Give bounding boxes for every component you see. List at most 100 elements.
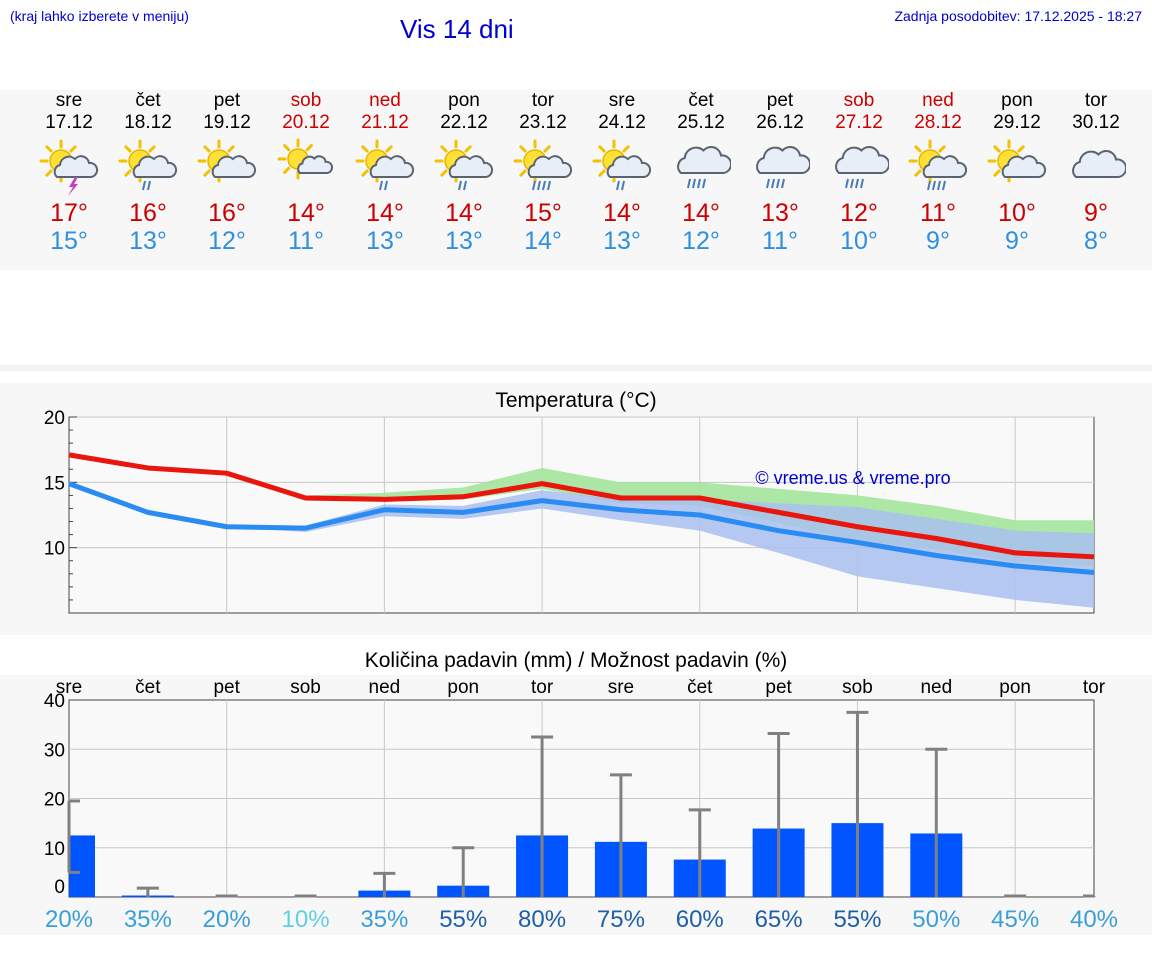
day-name: čet bbox=[688, 90, 714, 111]
day-name: tor bbox=[1084, 90, 1108, 111]
precip-x-tick-label: čet bbox=[135, 677, 161, 698]
temp-max: 15° bbox=[524, 199, 562, 227]
day-column[interactable]: tor 23.12 15° 14° bbox=[503, 90, 583, 255]
temp-max: 12° bbox=[840, 199, 878, 227]
temp-max: 17° bbox=[50, 199, 88, 227]
precip-probability-label: 50% bbox=[912, 906, 960, 933]
day-name: pon bbox=[1001, 90, 1033, 111]
day-column[interactable]: ned 28.12 11° 9° bbox=[898, 90, 978, 255]
temp-max: 10° bbox=[998, 199, 1036, 227]
temp-max: 11° bbox=[920, 199, 956, 227]
day-column[interactable]: pon 29.12 10° 9° bbox=[977, 90, 1057, 255]
section-divider bbox=[0, 365, 1152, 371]
watermark: © vreme.us & vreme.pro bbox=[755, 468, 950, 488]
day-name: sre bbox=[55, 90, 83, 111]
day-date: 23.12 bbox=[519, 112, 567, 133]
sun-cloud-rain-icon bbox=[355, 139, 415, 191]
precip-probability-label: 65% bbox=[755, 906, 803, 933]
temp-min: 12° bbox=[208, 227, 246, 255]
sun-cloud-rain-icon bbox=[434, 139, 494, 191]
temp-min: 10° bbox=[840, 227, 878, 255]
precip-x-tick-label: tor bbox=[1083, 677, 1106, 698]
temp-min: 14° bbox=[524, 227, 562, 255]
day-date: 18.12 bbox=[124, 112, 172, 133]
sun-cloud-rain-icon bbox=[118, 139, 178, 191]
temp-y-tick-label: 15 bbox=[44, 473, 65, 494]
precip-probability-label: 20% bbox=[203, 906, 251, 933]
day-column[interactable]: sre 17.12 17° 15° bbox=[29, 90, 109, 255]
day-column[interactable]: tor 30.12 9° 8° bbox=[1056, 90, 1136, 255]
cloud-heavy-rain-icon bbox=[677, 146, 731, 189]
precip-probability-label: 45% bbox=[991, 906, 1039, 933]
last-updated: Zadnja posodobitev: 17.12.2025 - 18:27 bbox=[894, 8, 1142, 24]
precip-probability-label: 35% bbox=[360, 906, 408, 933]
temp-min: 13° bbox=[445, 227, 483, 255]
page-title: Vis 14 dni bbox=[400, 14, 514, 44]
sun-cloud-heavy-rain-icon bbox=[908, 139, 968, 191]
location-hint[interactable]: (kraj lahko izberete v meniju) bbox=[10, 8, 189, 24]
day-column[interactable]: pet 19.12 16° 12° bbox=[187, 90, 267, 255]
sun-cloud-icon bbox=[987, 139, 1047, 183]
precip-x-tick-label: pet bbox=[213, 677, 240, 698]
day-date: 21.12 bbox=[361, 112, 409, 133]
sun-cloud-heavy-rain-icon bbox=[513, 139, 573, 191]
temp-max: 14° bbox=[366, 199, 404, 227]
precip-probability-label: 75% bbox=[597, 906, 645, 933]
temp-max: 14° bbox=[287, 199, 325, 227]
day-column[interactable]: sob 20.12 14° 11° bbox=[266, 90, 346, 255]
precip-probability-label: 10% bbox=[282, 906, 330, 933]
precipitation-chart-title: Količina padavin (mm) / Možnost padavin … bbox=[364, 649, 788, 672]
precip-x-tick-label: pon bbox=[999, 677, 1031, 698]
precip-y-tick-label: 10 bbox=[44, 839, 65, 860]
precip-probability-label: 20% bbox=[45, 906, 93, 933]
day-date: 24.12 bbox=[598, 112, 646, 133]
day-date: 27.12 bbox=[835, 112, 883, 133]
day-column[interactable]: pon 22.12 14° 13° bbox=[424, 90, 504, 255]
cloud-heavy-rain-icon bbox=[756, 146, 810, 189]
day-date: 28.12 bbox=[914, 112, 962, 133]
precip-x-tick-label: pon bbox=[447, 677, 479, 698]
precip-y-tick-label: 0 bbox=[54, 877, 65, 898]
day-date: 30.12 bbox=[1072, 112, 1120, 133]
precip-x-tick-label: sre bbox=[56, 677, 82, 698]
day-name: tor bbox=[531, 90, 555, 111]
day-column[interactable]: sob 27.12 12° 10° bbox=[819, 90, 899, 255]
day-date: 26.12 bbox=[756, 112, 804, 133]
day-column[interactable]: čet 18.12 16° 13° bbox=[108, 90, 188, 255]
temp-min-range-band bbox=[69, 481, 1094, 608]
day-column[interactable]: sre 24.12 14° 13° bbox=[582, 90, 662, 255]
precip-probability-label: 55% bbox=[833, 906, 881, 933]
precip-probability-label: 55% bbox=[439, 906, 487, 933]
sun-cloud-thunder-icon bbox=[39, 139, 99, 196]
day-name: ned bbox=[922, 90, 954, 111]
temp-max: 14° bbox=[682, 199, 720, 227]
temp-y-tick-label: 10 bbox=[44, 539, 65, 560]
precip-probability-label: 40% bbox=[1070, 906, 1118, 933]
precip-probability-label: 35% bbox=[124, 906, 172, 933]
day-name: čet bbox=[135, 90, 161, 111]
precip-probability-label: 80% bbox=[518, 906, 566, 933]
temp-max-line bbox=[68, 452, 1095, 560]
day-column[interactable]: ned 21.12 14° 13° bbox=[345, 90, 425, 255]
sun-cloud-rain-icon bbox=[592, 139, 652, 191]
cloud-icon bbox=[1072, 150, 1126, 178]
day-date: 25.12 bbox=[677, 112, 725, 133]
day-column[interactable]: pet 26.12 13° 11° bbox=[740, 90, 820, 255]
precip-x-tick-label: sre bbox=[608, 677, 634, 698]
day-name: sob bbox=[290, 90, 322, 111]
precip-x-tick-label: tor bbox=[531, 677, 554, 698]
day-date: 20.12 bbox=[282, 112, 330, 133]
precip-x-tick-label: ned bbox=[369, 677, 401, 698]
temp-max: 14° bbox=[445, 199, 483, 227]
temp-max: 13° bbox=[761, 199, 799, 227]
cloud-heavy-rain-icon bbox=[835, 146, 889, 189]
temp-min: 13° bbox=[129, 227, 167, 255]
precip-x-tick-label: pet bbox=[765, 677, 792, 698]
day-name: pet bbox=[766, 90, 794, 111]
precip-x-tick-label: sob bbox=[290, 677, 321, 698]
temp-min: 12° bbox=[682, 227, 720, 255]
day-date: 17.12 bbox=[45, 112, 93, 133]
day-column[interactable]: čet 25.12 14° 12° bbox=[661, 90, 741, 255]
temp-max: 9° bbox=[1084, 199, 1108, 227]
